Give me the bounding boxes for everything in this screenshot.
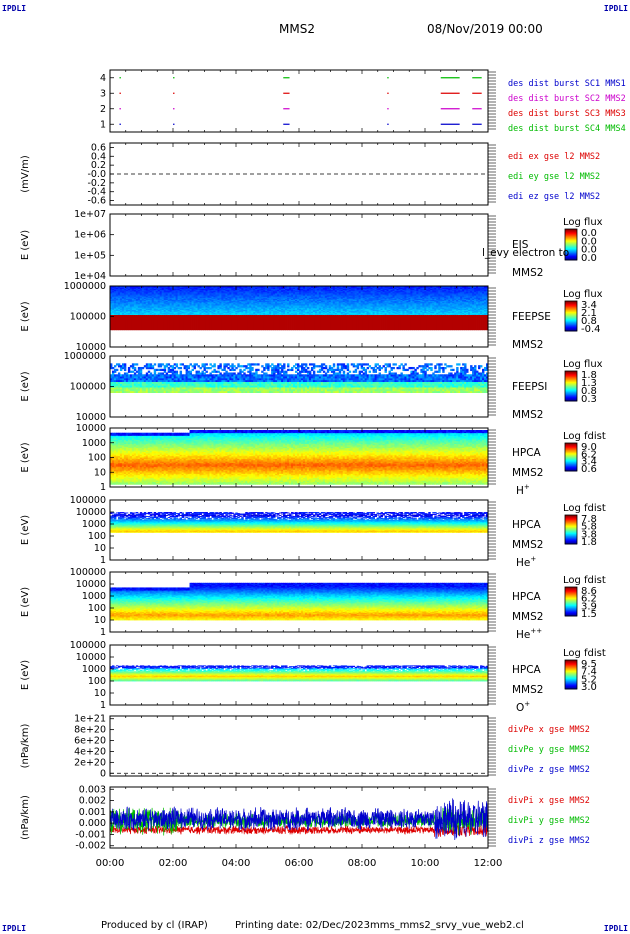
- mms-summary-figure: 1234des dist burst SC1 MMS1des dist burs…: [0, 0, 630, 934]
